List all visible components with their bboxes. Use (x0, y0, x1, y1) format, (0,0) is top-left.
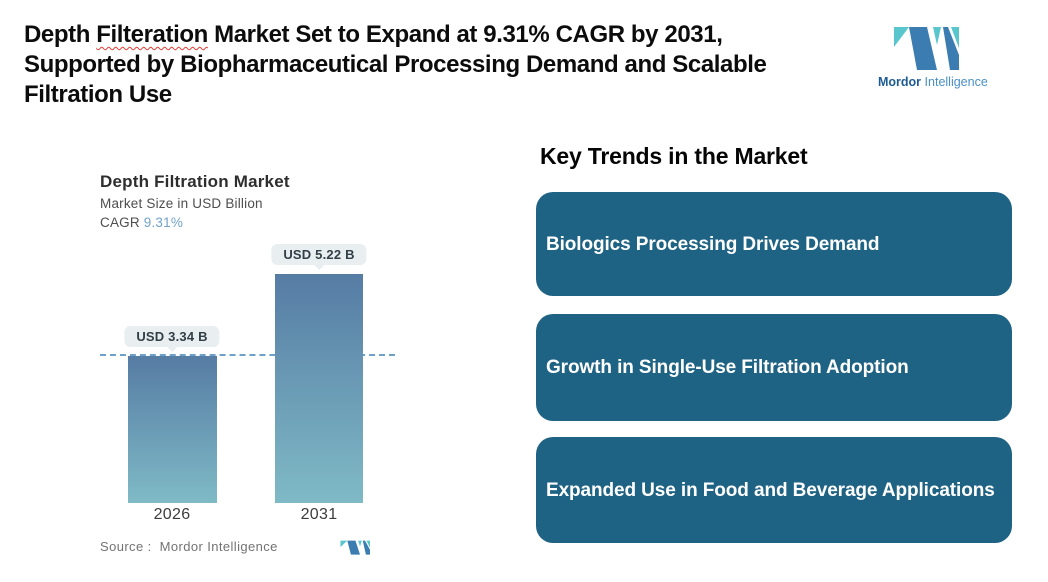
trend-card: Growth in Single-Use Filtration Adoption (536, 314, 1012, 421)
chart-subtitle: Market Size in USD Billion (100, 196, 263, 211)
brand-name: Mordor Intelligence (878, 75, 988, 89)
chart-title: Depth Filtration Market (100, 172, 290, 191)
bar-value-callout: USD 5.22 B (271, 244, 367, 265)
brand-name-light: Intelligence (924, 75, 988, 89)
bar-2031 (275, 274, 363, 503)
trend-card: Biologics Processing Drives Demand (536, 192, 1012, 296)
source-text: Source : Mordor Intelligence (100, 539, 278, 554)
title-line1-pre: Depth (24, 21, 97, 48)
bar-2026 (128, 356, 217, 503)
page-title: Depth Filteration Market Set to Expand a… (24, 20, 767, 110)
trend-card-label: Biologics Processing Drives Demand (546, 233, 880, 255)
title-line3: Filtration Use (24, 81, 172, 108)
trend-card-label: Expanded Use in Food and Beverage Applic… (546, 479, 995, 501)
title-misspelled-word: Filteration (96, 21, 208, 48)
chart-cagr-line: CAGR 9.31% (100, 215, 183, 230)
trend-card: Expanded Use in Food and Beverage Applic… (536, 437, 1012, 543)
mordor-intelligence-logo-icon (894, 27, 959, 70)
title-line2: Supported by Biopharmaceutical Processin… (24, 51, 767, 78)
cagr-label: CAGR (100, 215, 140, 230)
x-axis-label: 2031 (300, 506, 338, 523)
title-line1-rest: Market Set to Expand at 9.31% CAGR by 20… (207, 21, 723, 48)
brand-name-bold: Mordor (878, 75, 922, 89)
bar-value-callout: USD 3.34 B (124, 326, 220, 347)
brand-logo: Mordor Intelligence (878, 25, 988, 89)
bar-value-label: USD 3.34 B (136, 329, 208, 344)
mini-brand-logo-icon (340, 540, 370, 555)
trend-card-label: Growth in Single-Use Filtration Adoption (546, 357, 909, 378)
trends-heading: Key Trends in the Market (540, 143, 808, 169)
x-axis-label: 2026 (153, 506, 191, 523)
threshold-dashed-line (100, 354, 395, 356)
bar-value-label: USD 5.22 B (283, 247, 355, 262)
cagr-value: 9.31% (143, 215, 184, 230)
